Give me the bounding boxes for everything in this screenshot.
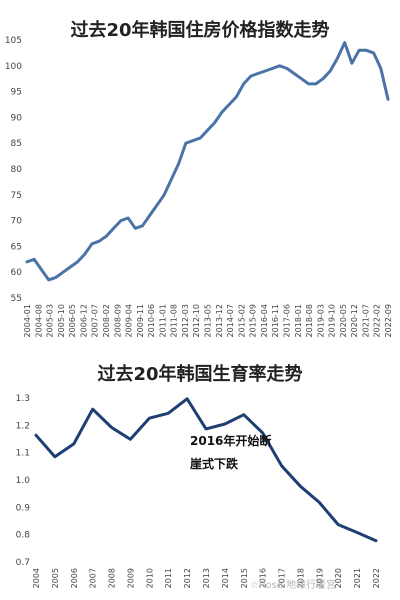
x-tick-label: 2007 [89, 568, 98, 588]
x-tick-label: 2015-02 [237, 304, 246, 337]
x-tick-label: 2021-07 [361, 304, 370, 337]
x-tick-label: 2007-07 [91, 304, 100, 337]
chart1-title: 过去20年韩国住房价格指数走势 [70, 20, 330, 41]
x-tick-label: 2005-10 [57, 304, 66, 337]
y-tick-label: 85 [11, 139, 22, 149]
y-tick-label: 55 [11, 294, 22, 304]
annotation-line2: 崖式下跌 [190, 457, 239, 471]
x-tick-label: 2011-08 [170, 304, 179, 337]
x-tick-label: 2004-08 [34, 304, 43, 337]
x-tick-label: 2020-05 [339, 304, 348, 337]
x-tick-label: 2012-10 [192, 304, 201, 337]
x-tick-label: 2019-10 [328, 304, 337, 337]
x-tick-label: 2015 [240, 568, 249, 588]
y-tick-label: 95 [11, 88, 22, 98]
x-tick-label: 2006-12 [79, 304, 88, 337]
y-tick-label: 1.2 [16, 421, 30, 431]
x-tick-label: 2009 [126, 568, 135, 588]
x-tick-label: 2004-01 [23, 304, 32, 337]
y-tick-label: 1.1 [16, 449, 30, 459]
y-tick-label: 0.8 [16, 531, 31, 541]
x-tick-label: 2008-02 [102, 304, 111, 337]
x-tick-label: 2012 [183, 568, 192, 588]
y-tick-label: 105 [5, 36, 22, 46]
x-tick-label: 2013 [202, 568, 211, 588]
x-tick-label: 2013-12 [215, 304, 224, 337]
x-tick-label: 2009-11 [136, 304, 145, 337]
y-tick-label: 100 [5, 62, 22, 72]
x-tick-label: 2018-01 [294, 304, 303, 337]
x-tick-label: 2014 [221, 568, 230, 588]
x-tick-label: 2020 [334, 568, 343, 588]
y-tick-label: 75 [11, 191, 22, 201]
y-tick-label: 1.0 [16, 476, 31, 486]
y-tick-label: 80 [11, 165, 23, 175]
x-tick-label: 2005 [51, 568, 60, 588]
x-tick-label: 2008-09 [113, 304, 122, 337]
x-tick-label: 2006-05 [68, 304, 77, 337]
y-tick-label: 1.3 [16, 394, 30, 404]
y-tick-label: 90 [11, 113, 23, 123]
x-tick-label: 2019 [315, 568, 324, 588]
chart2-title: 过去20年韩国生育率走势 [97, 364, 303, 385]
x-tick-label: 2022 [372, 568, 381, 588]
x-tick-label: 2006 [70, 568, 79, 588]
y-tick-label: 60 [11, 268, 23, 278]
x-tick-label: 2017-06 [282, 304, 291, 337]
x-tick-label: 2010-06 [147, 304, 156, 337]
x-tick-label: 2008 [108, 568, 117, 588]
y-tick-label: 70 [11, 217, 23, 227]
x-tick-label: 2011-01 [158, 304, 167, 337]
y-tick-label: 0.7 [16, 558, 30, 568]
x-tick-label: 2014-07 [226, 304, 235, 337]
x-tick-label: 2016 [259, 568, 268, 588]
x-tick-label: 2017 [278, 568, 287, 588]
x-tick-label: 2016-11 [271, 304, 280, 337]
housing-price-line [25, 41, 390, 282]
x-tick-label: 2013-05 [204, 304, 213, 337]
x-tick-label: 2016-04 [260, 304, 269, 337]
watermark: ☆Rose 地缘行者宫 [250, 580, 337, 591]
x-tick-label: 2009-04 [125, 304, 134, 337]
x-tick-label: 2005-03 [46, 304, 55, 337]
x-tick-label: 2018 [296, 568, 305, 588]
x-tick-label: 2019-03 [316, 304, 325, 337]
x-tick-label: 2020-12 [350, 304, 359, 337]
x-tick-label: 2022-02 [373, 304, 382, 337]
y-tick-label: 0.9 [16, 503, 31, 513]
x-tick-label: 2018-08 [305, 304, 314, 337]
x-tick-label: 2022-09 [384, 304, 393, 337]
x-tick-label: 2021 [353, 568, 362, 588]
x-tick-label: 2011 [164, 568, 173, 588]
x-tick-label: 2015-09 [249, 304, 258, 337]
y-tick-label: 65 [11, 242, 22, 252]
fertility-rate-line [34, 397, 378, 543]
x-tick-label: 2010 [145, 568, 154, 588]
x-tick-label: 2012-03 [181, 304, 190, 337]
x-tick-label: 2004 [32, 568, 41, 588]
annotation-line1: 2016年开始断 [190, 434, 272, 448]
